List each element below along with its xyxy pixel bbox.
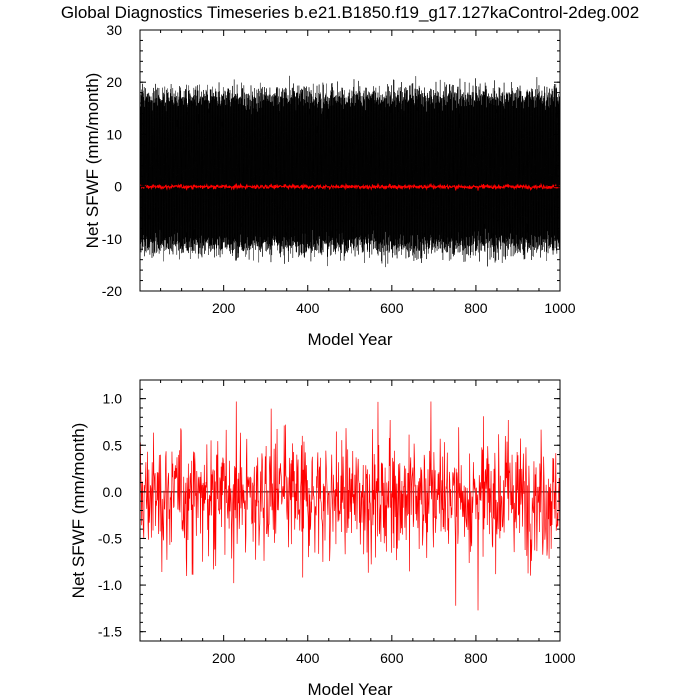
top-y-tick-label: 10 (106, 126, 122, 142)
bottom-y-tick-label: -1.5 (98, 624, 122, 640)
bottom-y-tick-label: 0.5 (103, 437, 123, 453)
top-axis-ticks: 200 400 600 800 1000 -20 -10 0 10 20 30 (102, 22, 576, 316)
top-y-tick-label: -20 (102, 283, 122, 299)
bottom-y-axis-title: Net SFWF (mm/month) (69, 423, 88, 599)
top-x-tick-label: 1000 (544, 300, 575, 316)
top-x-axis-title: Model Year (307, 330, 392, 349)
top-plot-area (140, 75, 560, 268)
series-line-monthly (140, 75, 560, 268)
top-y-tick-label: 20 (106, 74, 122, 90)
series-line-annual-mean (140, 401, 560, 611)
bottom-panel: 200 400 600 800 1000 -1.5 -1.0 -0.5 0.0 0.5 1.0 Mo… (69, 379, 576, 699)
bottom-y-tick-label: -1.0 (98, 577, 122, 593)
figure-title: Global Diagnostics Timeseries b.e21.B185… (61, 3, 639, 22)
bottom-x-tick-label: 200 (212, 650, 236, 666)
bottom-axis-ticks: 200 400 600 800 1000 -1.5 -1.0 -0.5 0.0 0.5 1.0 (98, 379, 576, 666)
bottom-plot-area (140, 401, 560, 611)
bottom-x-tick-label: 600 (380, 650, 404, 666)
bottom-y-tick-label: 0.0 (103, 484, 123, 500)
bottom-x-tick-label: 1000 (544, 650, 575, 666)
bottom-y-tick-label: -0.5 (98, 530, 122, 546)
series-line-annual-mean (140, 182, 560, 192)
top-x-tick-label: 400 (296, 300, 320, 316)
top-panel: 200 400 600 800 1000 -20 -10 0 10 20 30 Model Year… (83, 22, 576, 349)
top-x-tick-label: 200 (212, 300, 236, 316)
top-x-tick-label: 600 (380, 300, 404, 316)
top-y-tick-label: 0 (114, 179, 122, 195)
bottom-y-tick-label: 1.0 (103, 391, 123, 407)
bottom-x-tick-label: 800 (464, 650, 488, 666)
bottom-x-tick-label: 400 (296, 650, 320, 666)
top-y-tick-label: 30 (106, 22, 122, 38)
top-y-axis-title: Net SFWF (mm/month) (83, 73, 102, 249)
top-x-tick-label: 800 (464, 300, 488, 316)
top-y-tick-label: -10 (102, 231, 122, 247)
bottom-x-axis-title: Model Year (307, 680, 392, 699)
